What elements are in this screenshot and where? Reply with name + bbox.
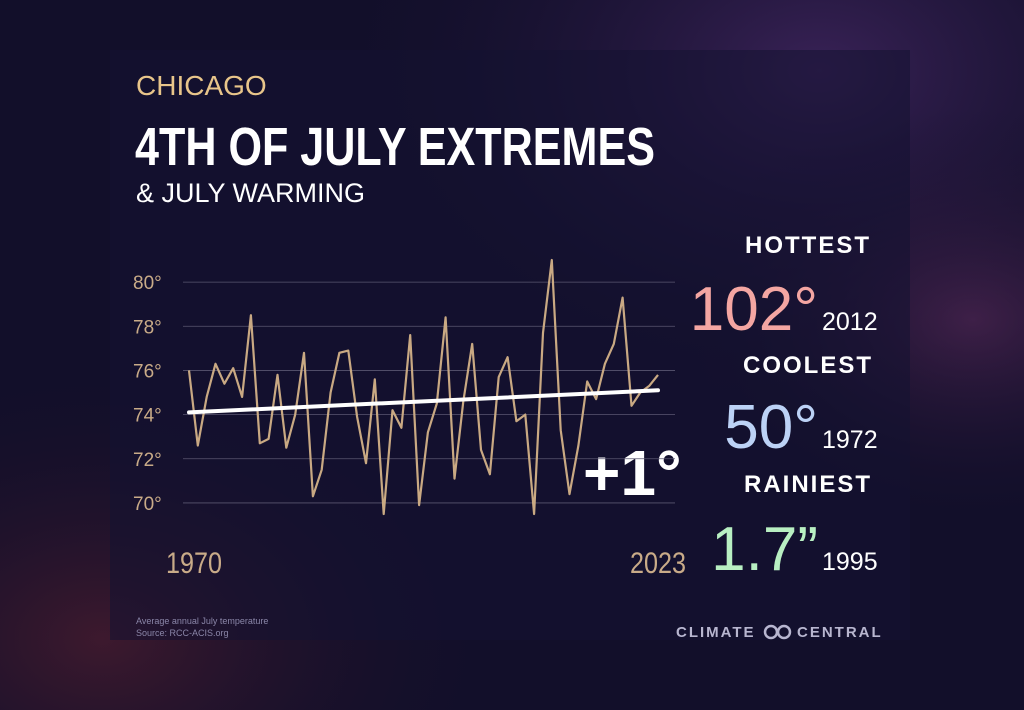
y-tick-label: 70° xyxy=(133,494,162,515)
stat-value: 102° xyxy=(690,275,818,344)
brand-text: CLIMATE xyxy=(676,624,756,641)
stat-year: 1972 xyxy=(822,426,878,454)
stat-year: 1995 xyxy=(822,548,878,576)
stat-label: COOLEST xyxy=(743,352,873,379)
x-tick-label: 1970 xyxy=(166,547,222,580)
kicker: CHICAGO xyxy=(136,70,267,101)
brand-logo xyxy=(763,624,792,640)
x-tick-label: 2023 xyxy=(630,547,686,580)
y-tick-label: 74° xyxy=(133,406,162,427)
note: Average annual July temperature xyxy=(136,616,268,626)
y-tick-label: 76° xyxy=(133,361,162,382)
stat-year: 2012 xyxy=(822,308,878,336)
y-tick-label: 80° xyxy=(133,273,162,294)
y-tick-label: 72° xyxy=(133,450,162,471)
trend-line xyxy=(187,388,660,415)
data-line xyxy=(187,258,659,516)
annotation: +1° xyxy=(583,437,682,509)
stat-label: HOTTEST xyxy=(745,232,871,259)
brand-text: CENTRAL xyxy=(797,624,883,641)
chart-title: 4TH OF JULY EXTREMES xyxy=(135,117,655,177)
subtitle: & JULY WARMING xyxy=(136,178,365,208)
stat-value: 50° xyxy=(724,393,818,462)
source: Source: RCC-ACIS.org xyxy=(136,628,229,638)
y-tick-label: 78° xyxy=(133,317,162,338)
stat-label: RAINIEST xyxy=(744,471,872,498)
stat-value: 1.7” xyxy=(711,515,818,584)
panel xyxy=(110,50,910,640)
